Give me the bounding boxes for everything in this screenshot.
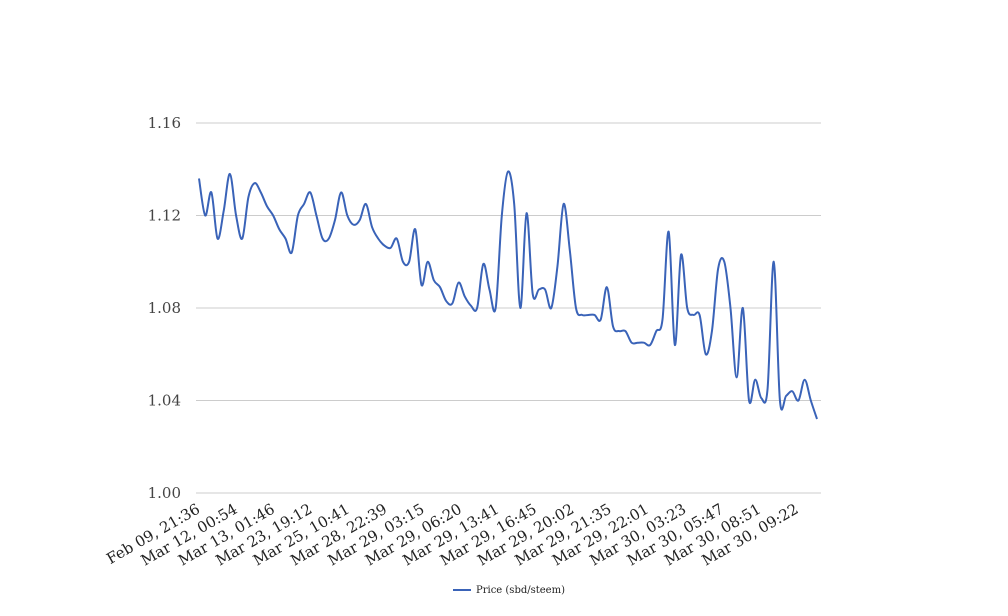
grid [196, 122, 821, 494]
series-line-price [198, 170, 818, 420]
y-tick-label: 1.00 [148, 484, 181, 502]
series-layer [198, 170, 818, 420]
y-tick-label: 1.08 [148, 299, 181, 317]
y-tick-label: 1.16 [148, 114, 181, 132]
y-tick-label: 1.12 [148, 207, 181, 225]
y-axis-ticks: 1.00 1.04 1.08 1.12 1.16 [148, 114, 181, 502]
legend-label-price: Price (sbd/steem) [476, 585, 565, 596]
legend: Price (sbd/steem) [453, 585, 565, 596]
y-tick-label: 1.04 [148, 392, 181, 410]
